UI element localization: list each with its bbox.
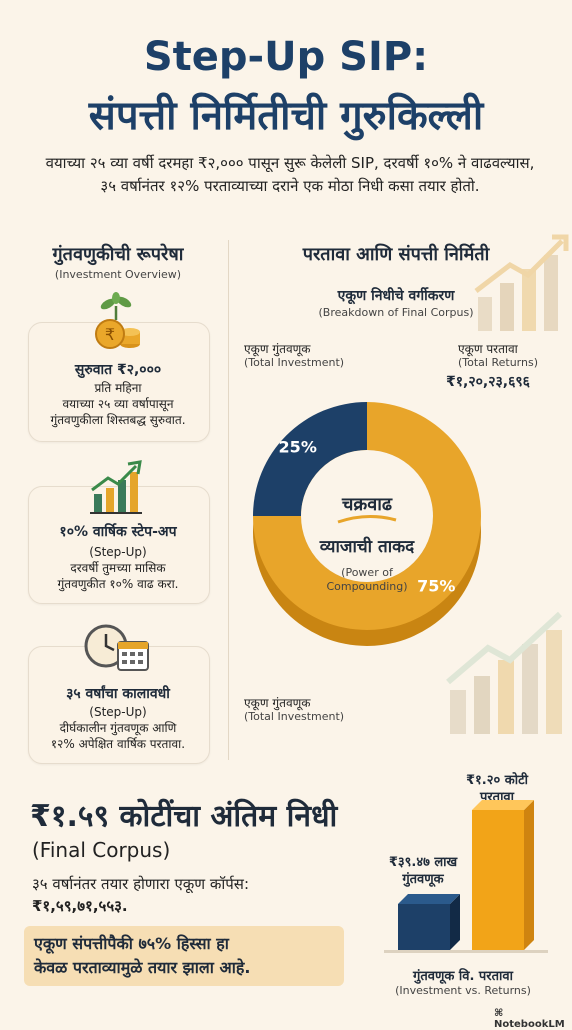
investment-vs-returns-chart [384, 800, 548, 953]
background-chart-icon [474, 234, 569, 331]
investment-bar-label: ₹३९.४७ लाख [388, 855, 458, 870]
overview-heading-en: (Investment Overview) [54, 268, 182, 281]
page-subtitle: वयाच्या २५ व्या वर्षी दरमहा ₹२,००० पासून… [45, 154, 535, 195]
final-corpus-title-en: (Final Corpus) [32, 838, 171, 862]
bars-caption-en: (Investment vs. Returns) [395, 984, 531, 997]
bar-top [472, 800, 534, 810]
corpus-line: ३५ वर्षानंतर तयार होणारा एकूण कॉर्पस: [32, 875, 249, 893]
corpus-value: ₹१,५९,७१,५५३. [32, 897, 128, 915]
page-title-marathi: संपत्ती निर्मितीची गुरुकिल्ली [88, 93, 484, 139]
overview-heading: गुंतवणुकीची रूपरेषा [52, 244, 184, 265]
card-line: (Step-Up) [89, 545, 147, 559]
brand-name: NotebookLM [494, 1019, 565, 1030]
bar [398, 903, 450, 950]
card-title: ३५ वर्षांचा कालावधी [66, 686, 170, 702]
brand-footer: ⌘ NotebookLM [494, 1008, 572, 1030]
donut-center-title: चक्रवाढ [341, 494, 393, 515]
page-title: Step-Up SIP: [143, 34, 429, 80]
brand-logo-icon: ⌘ [494, 1008, 504, 1019]
bar [472, 810, 524, 950]
card-line: (Step-Up) [89, 705, 147, 719]
card-line: वयाच्या २५ व्या वर्षापासून [62, 397, 174, 411]
card-line: गुंतवणुकीत १०% वाढ करा. [57, 577, 179, 591]
card-line: दीर्घकालीन गुंतवणूक आणि [59, 721, 177, 735]
investment-bar-label: गुंतवणूक [402, 872, 444, 887]
total-returns-label: एकूण परतावा [458, 342, 518, 356]
background-chart-icon [446, 611, 563, 734]
breakdown-heading: एकूण निधीचे वर्गीकरण [337, 288, 455, 304]
card-title: सुरुवात ₹२,००० [74, 362, 162, 378]
donut-center-subtitle: व्याजाची ताकद [319, 537, 415, 557]
total-returns-label-en: (Total Returns) [458, 356, 539, 369]
card-line: १२% अपेक्षित वार्षिक परतावा. [50, 737, 186, 751]
card-title: १०% वार्षिक स्टेप-अप [59, 524, 177, 540]
bar-side [524, 800, 534, 950]
donut-center-en: Compounding) [326, 580, 408, 593]
svg-text:₹: ₹ [105, 325, 115, 344]
donut-slice [253, 402, 367, 516]
card-line: गुंतवणुकीला शिस्तबद्ध सुरुवात. [50, 413, 186, 427]
clock-calendar-icon [84, 624, 149, 671]
underline-swoosh [337, 515, 397, 524]
bar-top [398, 893, 460, 904]
final-corpus-title: ₹१.५९ कोटींचा अंतिम निधी [30, 799, 338, 834]
bars-caption: गुंतवणूक वि. परतावा [413, 969, 513, 984]
returns-heading: परतावा आणि संपत्ती निर्मिती [302, 244, 490, 265]
donut-data-label: 75% [417, 576, 455, 595]
total-investment-label: एकूण गुंतवणूक [244, 342, 311, 356]
breakdown-heading-en: (Breakdown of Final Corpus) [318, 306, 474, 319]
bars-baseline [384, 950, 548, 953]
card-line: प्रति महिना [94, 381, 142, 395]
column-divider [228, 240, 229, 760]
bar-side [450, 893, 460, 950]
total-investment-label-en: (Total Investment) [244, 356, 345, 369]
returns-bar-label: ₹१.२० कोटी [465, 773, 529, 788]
growth-chart-icon [90, 460, 142, 514]
highlight-line: एकूण संपत्तीपैकी ७५% हिस्सा हा [34, 934, 229, 953]
donut-slice [253, 402, 481, 630]
bottom-investment-label-en: (Total Investment) [244, 710, 345, 723]
returns-share-highlight: एकूण संपत्तीपैकी ७५% हिस्सा हा केवळ परता… [24, 926, 344, 986]
donut-data-label: 25% [279, 438, 317, 457]
bottom-investment-label: एकूण गुंतवणूक [244, 696, 311, 710]
card-line: दरवर्षी तुमच्या मासिक [70, 561, 166, 575]
highlight-line: केवळ परताव्यामुळे तयार झाला आहे. [34, 958, 251, 977]
coin-plant-icon: ₹ [95, 292, 140, 349]
total-returns-value: ₹१,२०,२३,६९६ [446, 374, 530, 390]
donut-center-en: (Power of [341, 566, 393, 579]
